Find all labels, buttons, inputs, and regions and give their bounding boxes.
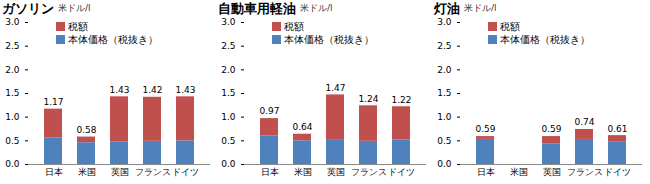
svg-text:ドイツ: ドイツ [388, 167, 415, 177]
svg-text:1.43: 1.43 [175, 85, 195, 95]
svg-text:3.0: 3.0 [437, 17, 452, 27]
svg-text:1.24: 1.24 [358, 94, 378, 104]
svg-text:0.59: 0.59 [475, 124, 495, 134]
svg-text:0.97: 0.97 [259, 106, 279, 116]
svg-text:2.5: 2.5 [5, 41, 19, 51]
svg-text:英国: 英国 [327, 167, 345, 177]
svg-text:0.59: 0.59 [541, 124, 561, 134]
svg-text:0.61: 0.61 [607, 124, 627, 134]
svg-text:0.5: 0.5 [437, 136, 451, 146]
svg-text:2.5: 2.5 [221, 41, 235, 51]
html-text:税額: 税額 [284, 20, 304, 32]
html-text:ガソリン 米ドル/l: ガソリン 米ドル/l [2, 1, 91, 16]
svg-text:米国: 米国 [510, 167, 528, 177]
svg-text:1.43: 1.43 [109, 85, 129, 95]
svg-text:0.0: 0.0 [221, 159, 236, 169]
html-text:本体価格（税抜き）: 本体価格（税抜き） [284, 33, 374, 45]
svg-text:米国: 米国 [78, 167, 96, 177]
svg-text:1.5: 1.5 [437, 88, 451, 98]
svg-text:フランス: フランス [567, 167, 603, 177]
svg-text:ドイツ: ドイツ [604, 167, 631, 177]
svg-text:0.74: 0.74 [574, 117, 594, 127]
svg-text:英国: 英国 [543, 167, 561, 177]
svg-text:日本: 日本 [261, 167, 279, 177]
html-text:税額: 税額 [500, 20, 520, 32]
html-text:本体価格（税抜き）: 本体価格（税抜き） [68, 33, 158, 45]
svg-text:1.5: 1.5 [5, 88, 19, 98]
svg-text:1.0: 1.0 [437, 112, 452, 122]
svg-text:1.17: 1.17 [43, 97, 63, 107]
svg-text:ドイツ: ドイツ [172, 167, 199, 177]
svg-text:2.0: 2.0 [221, 65, 236, 75]
svg-text:1.0: 1.0 [221, 112, 236, 122]
svg-text:日本: 日本 [477, 167, 495, 177]
svg-text:1.47: 1.47 [325, 83, 345, 93]
svg-text:1.42: 1.42 [142, 85, 162, 95]
svg-text:1.0: 1.0 [5, 112, 20, 122]
svg-text:0.58: 0.58 [76, 125, 96, 135]
svg-text:2.0: 2.0 [437, 65, 452, 75]
html-text:自動車用軽油 米ドル/l: 自動車用軽油 米ドル/l [218, 1, 333, 16]
svg-text:日本: 日本 [45, 167, 63, 177]
svg-text:0.5: 0.5 [221, 136, 235, 146]
svg-text:2.5: 2.5 [437, 41, 451, 51]
html-text:本体価格（税抜き）: 本体価格（税抜き） [500, 33, 590, 45]
svg-text:3.0: 3.0 [221, 17, 236, 27]
svg-text:2.0: 2.0 [5, 65, 20, 75]
svg-text:米国: 米国 [294, 167, 312, 177]
svg-text:3.0: 3.0 [5, 17, 20, 27]
svg-text:1.5: 1.5 [221, 88, 235, 98]
svg-text:0.0: 0.0 [5, 159, 20, 169]
svg-text:0.0: 0.0 [437, 159, 452, 169]
html-text:税額: 税額 [68, 20, 88, 32]
svg-text:フランス: フランス [135, 167, 171, 177]
svg-text:1.22: 1.22 [391, 95, 411, 105]
html-text:灯油 米ドル/l: 灯油 米ドル/l [434, 1, 497, 16]
svg-text:フランス: フランス [351, 167, 387, 177]
svg-text:0.5: 0.5 [5, 136, 19, 146]
svg-text:0.64: 0.64 [292, 122, 312, 132]
svg-text:英国: 英国 [111, 167, 129, 177]
